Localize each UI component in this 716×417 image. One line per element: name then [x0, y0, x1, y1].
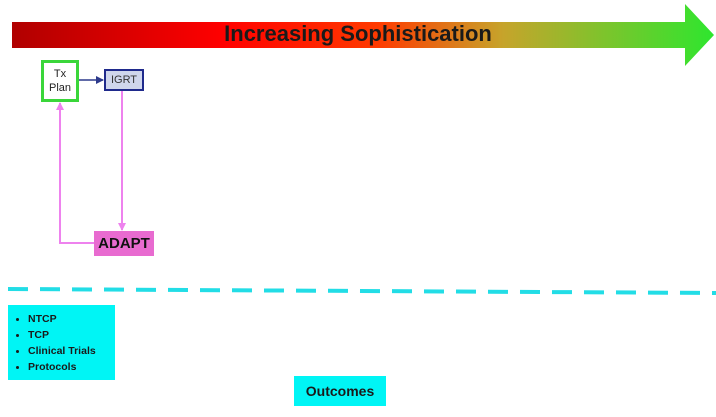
- bullet-icon: [16, 365, 19, 369]
- sophistication-arrow: [12, 4, 714, 66]
- metrics-list-item: NTCP: [16, 311, 111, 327]
- outcomes-label: Outcomes: [305, 383, 375, 399]
- adapt-node: ADAPT: [94, 231, 154, 256]
- bullet-icon: [16, 317, 19, 321]
- adapt-label: ADAPT: [98, 235, 150, 252]
- metric-label: Clinical Trials: [28, 345, 96, 357]
- tx-plan-label-line2: Plan: [48, 82, 72, 94]
- metrics-list-item: Clinical Trials: [16, 343, 111, 359]
- tx-plan-label-line1: Tx: [53, 68, 67, 80]
- igrt-node: IGRT: [104, 69, 144, 91]
- adapt-to-txplan-arrow: [56, 102, 94, 244]
- bullet-icon: [16, 349, 19, 353]
- sophistication-arrow-shape: [12, 4, 714, 66]
- metric-label: Protocols: [28, 361, 77, 373]
- metrics-list: NTCP TCP Clinical Trials Protocols: [16, 311, 111, 375]
- section-divider: [7, 287, 716, 295]
- metric-label: TCP: [28, 329, 49, 341]
- metrics-list-item: Protocols: [16, 359, 111, 375]
- tx-plan-node: Tx Plan: [41, 60, 79, 102]
- igrt-label: IGRT: [110, 74, 138, 86]
- outcomes-box: Outcomes: [294, 376, 386, 406]
- metrics-list-item: TCP: [16, 327, 111, 343]
- metrics-box: NTCP TCP Clinical Trials Protocols: [8, 305, 115, 380]
- banner-title: Increasing Sophistication: [224, 21, 492, 46]
- metric-label: NTCP: [28, 313, 57, 325]
- bullet-icon: [16, 333, 19, 337]
